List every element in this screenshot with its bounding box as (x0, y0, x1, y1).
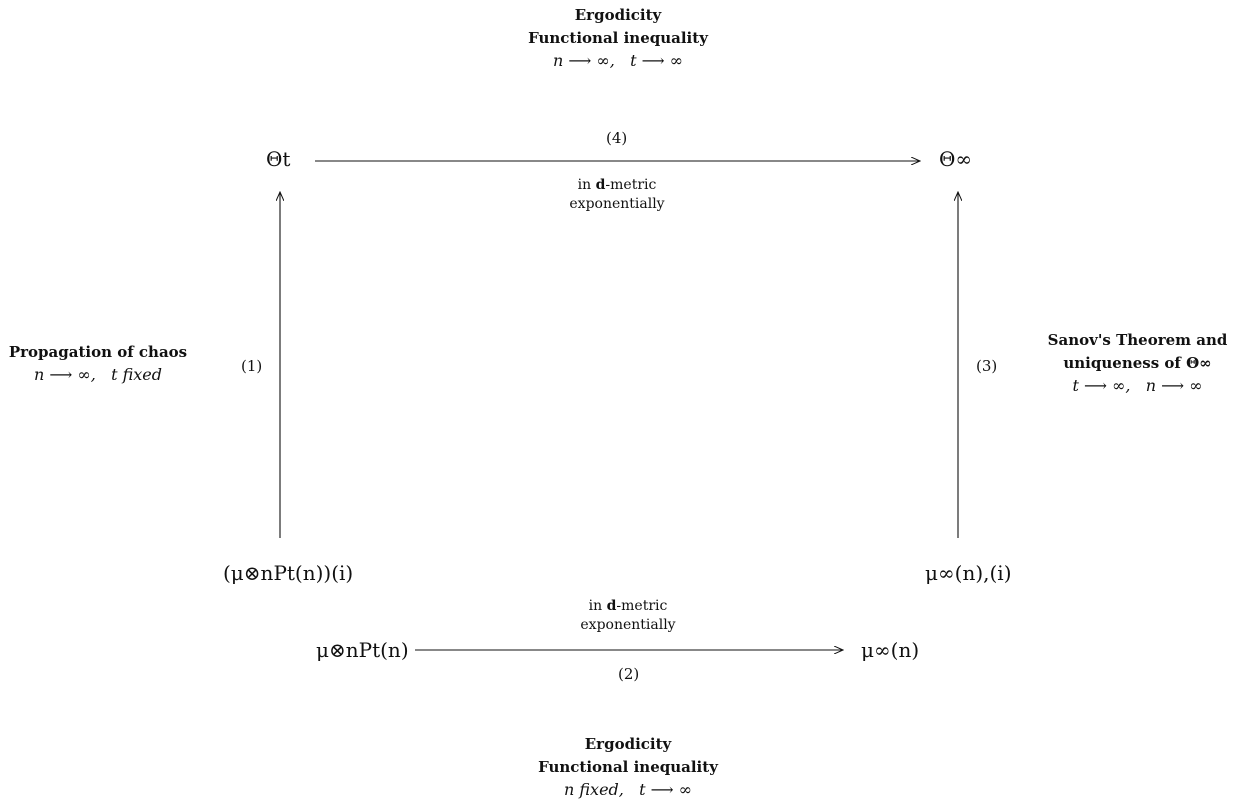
bottom-label-conditions: n fixed, t ⟶ ∞ (478, 780, 778, 799)
node-mu-product: μ⊗nPt(n) (316, 638, 409, 662)
bottom-label-line2: Functional inequality (538, 758, 718, 776)
edge-label-1: (1) (241, 357, 263, 375)
metric-note-bottom-line2: exponentially (580, 617, 676, 633)
edge-label-3: (3) (976, 357, 998, 375)
edge-label-2: (2) (618, 665, 640, 683)
top-cond-b: t ⟶ ∞ (630, 51, 683, 70)
left-cond-a: n ⟶ ∞, (33, 365, 96, 384)
metric-note-bottom: in d-metric exponentially (538, 597, 718, 635)
top-label: Ergodicity Functional inequality n ⟶ ∞, … (468, 6, 768, 70)
top-cond-a: n ⟶ ∞, (553, 51, 615, 70)
left-label-conditions: n ⟶ ∞, t fixed (0, 365, 196, 384)
node-mu-inf-marginal: μ∞(n),(i) (925, 561, 1012, 585)
left-label: Propagation of chaos n ⟶ ∞, t fixed (0, 343, 196, 384)
metric-note-top: in d-metric exponentially (527, 176, 707, 214)
node-theta-t: Θt (266, 147, 291, 171)
bottom-cond-b: t ⟶ ∞ (639, 780, 693, 799)
bottom-label-line1: Ergodicity (584, 735, 672, 753)
node-mu-marginal: (μ⊗nPt(n))(i) (223, 561, 354, 585)
metric-note-bottom-line1: in d-metric (588, 598, 668, 614)
metric-note-top-line1: in d-metric (577, 177, 657, 193)
metric-note-top-line2: exponentially (569, 196, 665, 212)
right-cond-b: n ⟶ ∞ (1145, 376, 1203, 395)
right-label: Sanov's Theorem and uniqueness of Θ∞ t ⟶… (1040, 331, 1235, 395)
right-cond-a: t ⟶ ∞, (1072, 376, 1131, 395)
top-label-line2: Functional inequality (528, 29, 708, 47)
top-label-conditions: n ⟶ ∞, t ⟶ ∞ (468, 51, 768, 70)
node-mu-inf: μ∞(n) (861, 638, 920, 662)
right-label-line1: Sanov's Theorem and (1047, 331, 1228, 349)
edge-label-4: (4) (606, 129, 628, 147)
left-label-line1: Propagation of chaos (8, 343, 188, 361)
node-theta-inf: Θ∞ (939, 147, 973, 171)
bottom-cond-a: n fixed, (563, 780, 624, 799)
right-label-line2: uniqueness of Θ∞ (1063, 354, 1212, 372)
bottom-label: Ergodicity Functional inequality n fixed… (478, 735, 778, 799)
right-label-conditions: t ⟶ ∞, n ⟶ ∞ (1040, 376, 1235, 395)
top-label-line1: Ergodicity (574, 6, 662, 24)
left-cond-b: t fixed (111, 365, 162, 384)
